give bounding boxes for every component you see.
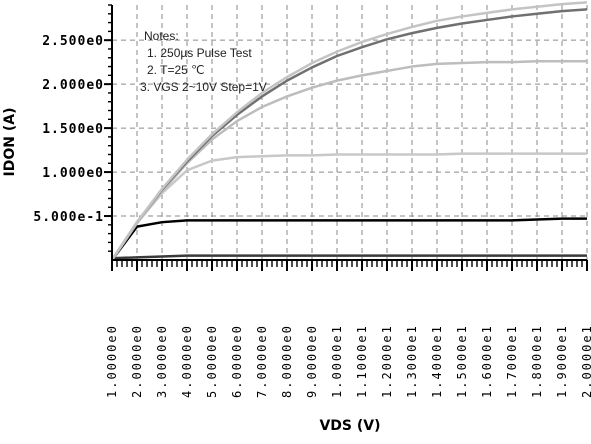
x-axis-title: VDS (V) (319, 418, 380, 434)
series-line-vgs-2 (110, 152, 587, 261)
y-axis-title: IDON (A) (2, 108, 18, 177)
x-tick-label: 9.0000e0 (305, 324, 319, 398)
x-tick-label: 1.2000e1 (380, 324, 394, 398)
x-tick-label: 1.7000e1 (505, 324, 519, 398)
x-tick-label: 6.0000e0 (230, 324, 244, 398)
notes-line-1: 1. 250µs Pulse Test (147, 46, 252, 60)
notes-line-2: 2. T=25 ℃ (147, 63, 205, 77)
y-tick-label: 2.000e0 (42, 78, 104, 93)
y-tick-labels: 5.000e-1 1.000e0 1.500e0 2.000e0 2.500e0 (33, 34, 104, 225)
x-tick-label: 1.4000e1 (430, 324, 444, 398)
x-tick-label: 4.0000e0 (180, 324, 194, 398)
x-tick-label: 1.0000e1 (330, 324, 344, 398)
x-tick-label: 1.5000e1 (455, 324, 469, 398)
series-line-vgs-3 (110, 60, 587, 261)
grid (112, 5, 588, 260)
y-tick-label: 2.500e0 (42, 34, 104, 49)
x-tick-label: 1.3000e1 (405, 324, 419, 398)
x-tick-label: 2.0000e1 (580, 324, 591, 398)
x-tick-label: 1.0000e0 (105, 324, 119, 398)
x-tick-label: 7.0000e0 (255, 324, 269, 398)
series-line-vgs-0 (111, 254, 587, 260)
series-lines (110, 1, 588, 261)
x-tick-label: 5.0000e0 (205, 324, 219, 398)
axes (104, 4, 588, 271)
x-tick-label: 1.9000e1 (555, 324, 569, 398)
notes-line-3: 3. VGS 2~10V Step=1V (140, 80, 267, 94)
notes-box: Notes: 1. 250µs Pulse Test 2. T=25 ℃ 3. … (140, 29, 267, 94)
y-tick-label: 1.000e0 (42, 166, 104, 181)
x-tick-label: 8.0000e0 (280, 324, 294, 398)
x-tick-label: 3.0000e0 (155, 324, 169, 398)
x-tick-labels: 1.0000e0 2.0000e0 3.0000e0 4.0000e0 5.0000e0… (105, 324, 591, 398)
x-tick-label: 1.1000e1 (355, 324, 369, 398)
y-tick-label: 5.000e-1 (33, 210, 104, 225)
x-tick-label: 2.0000e0 (130, 324, 144, 398)
y-tick-label: 1.500e0 (42, 122, 104, 137)
x-tick-label: 1.8000e1 (530, 324, 544, 398)
series-line-vgs-1 (110, 217, 587, 261)
x-tick-label: 1.6000e1 (480, 324, 494, 398)
notes-line-0: Notes: (144, 29, 179, 43)
series-line-vgs-5 (110, 1, 588, 261)
